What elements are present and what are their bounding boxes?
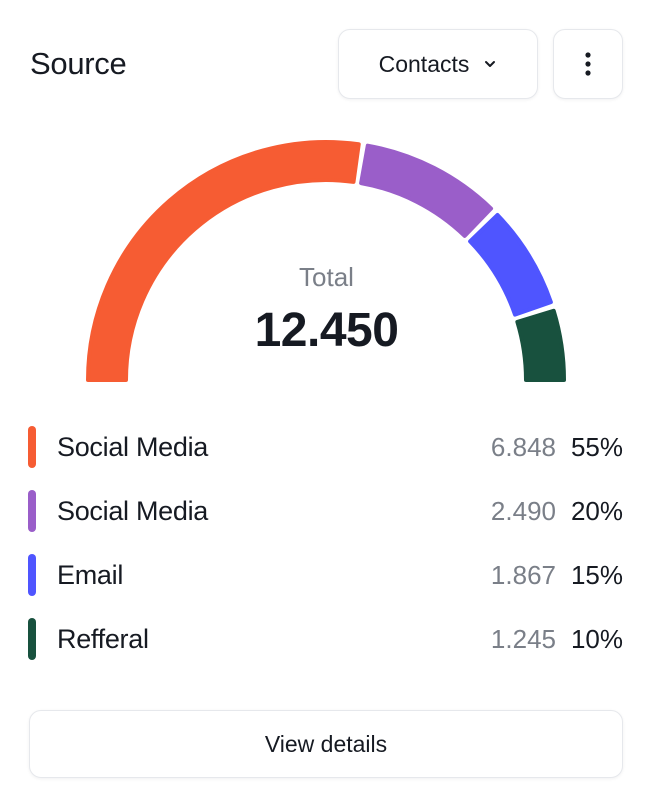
gauge-segment-1[interactable] [86,140,361,382]
gauge-segment-2[interactable] [359,143,494,238]
legend-percent: 15% [570,560,623,590]
legend-percent: 55% [570,432,623,462]
legend-color-marker [28,618,36,660]
legend-item: Social Media 6.848 55% [0,415,653,479]
legend-value: 6.848 [490,432,556,462]
legend-label: Social Media [57,496,208,526]
legend-color-marker [28,554,36,596]
gauge-segment-3[interactable] [468,212,553,317]
legend-value: 2.490 [490,496,556,526]
legend-percent: 20% [570,496,623,526]
legend-color-marker [28,426,36,468]
legend-item: Social Media 2.490 20% [0,479,653,543]
legend-label: Social Media [57,432,208,462]
more-vertical-icon [585,52,591,76]
dropdown-label: Contacts [378,50,470,77]
card-title: Source [30,46,127,81]
legend-label: Refferal [57,624,149,654]
source-gauge-chart [86,140,566,382]
legend-item: Refferal 1.245 10% [0,607,653,671]
gauge-segment-4[interactable] [515,308,566,382]
legend-value: 1.867 [490,560,556,590]
total-value: 12.450 [254,304,399,357]
chart-legend: Social Media 6.848 55% Social Media 2.490 20%… [0,415,653,671]
legend-item: Email 1.867 15% [0,543,653,607]
legend-percent: 10% [570,624,623,654]
chevron-down-icon [485,61,496,67]
legend-color-marker [28,490,36,532]
legend-label: Email [57,560,124,590]
view-details-button[interactable]: View details [29,710,623,778]
card-header: Source Contacts [0,0,653,130]
legend-value: 1.245 [490,624,556,654]
contacts-dropdown[interactable]: Contacts [338,29,538,99]
more-options-button[interactable] [553,29,623,99]
total-label: Total [299,262,354,292]
